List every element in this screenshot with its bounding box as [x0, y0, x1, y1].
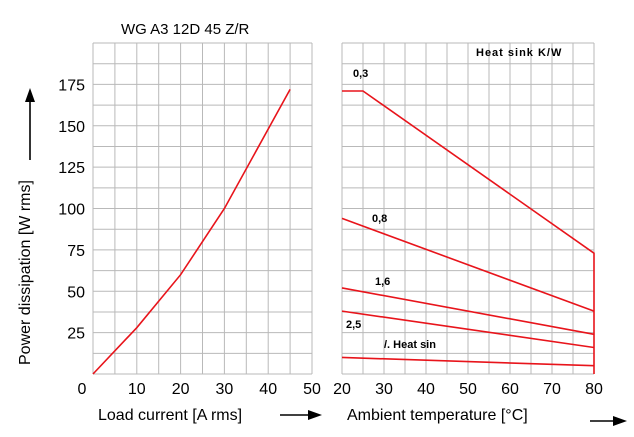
- left-x-tick-label: 30: [216, 381, 234, 398]
- chart-title: WG A3 12D 45 Z/R: [121, 21, 250, 38]
- y-zero-label: 0: [78, 381, 87, 398]
- y-tick-label: 100: [58, 202, 85, 219]
- right-x-tick-label: 80: [585, 381, 603, 398]
- right-series-line: [341, 217, 595, 312]
- y-tick-label: 125: [58, 160, 85, 177]
- left-x-tick-label: 10: [128, 381, 146, 398]
- left-series-line: [92, 88, 291, 375]
- right-x-tick-label: 60: [501, 381, 519, 398]
- y-tick-label: 150: [58, 119, 85, 136]
- left-x-axis-label: Load current [A rms]: [98, 407, 242, 424]
- arrow-layer: [25, 88, 627, 426]
- right-x-tick-label: 30: [375, 381, 393, 398]
- y-axis-arrow: [25, 88, 35, 160]
- left-x-tick-label: 50: [303, 381, 321, 398]
- heat-sink-label: /. Heat sin: [384, 339, 436, 351]
- left-x-axis-arrow: [280, 410, 322, 420]
- right-series-line: [341, 356, 595, 367]
- right-x-tick-label: 40: [417, 381, 435, 398]
- heat-sink-label: 2,5: [346, 319, 361, 331]
- heat-sink-label: 0,8: [372, 213, 387, 225]
- grid-layer: [92, 42, 595, 375]
- left-x-tick-label: 40: [259, 381, 277, 398]
- right-series-line: [341, 287, 595, 336]
- right-x-tick-label: 70: [543, 381, 561, 398]
- heat-sink-label: 0,3: [353, 68, 368, 80]
- legend-title: Heat sink K/W: [476, 47, 562, 59]
- right-x-axis-arrow: [590, 416, 627, 426]
- left-x-tick-label: 20: [172, 381, 190, 398]
- y-tick-label: 25: [67, 326, 85, 343]
- y-axis-label: Power dissipation [W rms]: [17, 180, 34, 365]
- right-x-tick-label: 20: [333, 381, 351, 398]
- right-series-line: [342, 90, 595, 374]
- y-tick-label: 175: [58, 77, 85, 94]
- right-x-axis-label: Ambient temperature [°C]: [347, 407, 528, 424]
- text-layer: WG A3 12D 45 Z/R Load current [A rms] Am…: [17, 21, 603, 424]
- y-tick-label: 50: [67, 284, 85, 301]
- series-layer: [92, 88, 595, 375]
- right-series-line: [341, 310, 595, 349]
- heat-sink-label: 1,6: [375, 276, 390, 288]
- right-x-tick-label: 50: [459, 381, 477, 398]
- y-tick-label: 75: [67, 243, 85, 260]
